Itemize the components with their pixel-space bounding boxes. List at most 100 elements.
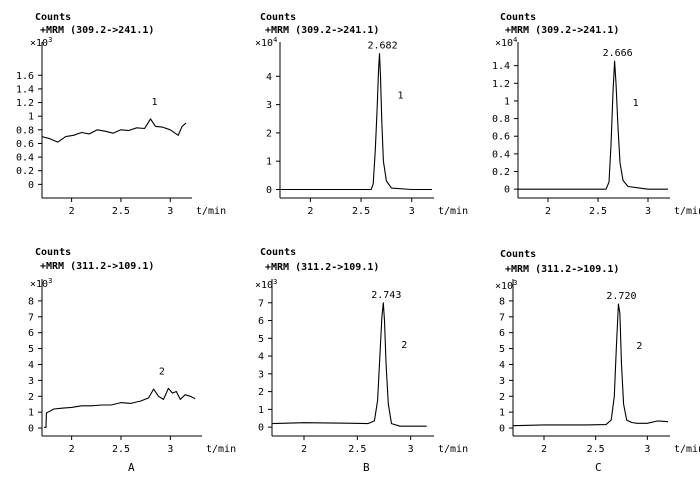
- y-tick-label: 7: [28, 312, 34, 323]
- y-tick-label: 1.2: [16, 98, 34, 109]
- peak-retention-label: 2.720: [606, 291, 636, 302]
- x-axis-unit-label: t/min: [438, 444, 468, 455]
- chart-panel-a1: Counts +MRM (309.2->241.1)×103 0 0.2 0.4 0.6 0…: [16, 12, 226, 217]
- series-number-label: 1: [633, 98, 639, 109]
- y-tick-label: 5: [28, 344, 34, 355]
- series-number-label: 2: [401, 340, 407, 351]
- y-multiplier: ×103: [495, 279, 517, 292]
- y-tick-label: 0.4: [16, 153, 34, 164]
- y-tick-label: 1: [504, 96, 510, 107]
- y-tick-label: 1: [28, 112, 34, 123]
- chromatogram-trace: [41, 118, 187, 143]
- peak-retention-label: 2.666: [603, 48, 633, 59]
- chromatogram-trace: [271, 302, 427, 427]
- x-tick-label: 2: [69, 206, 75, 217]
- counts-label: Counts: [260, 12, 296, 23]
- x-axis-unit-label: t/min: [206, 444, 236, 455]
- counts-label: Counts: [500, 12, 536, 23]
- y-tick-label: 0.6: [492, 132, 510, 143]
- y-tick-label: 4: [28, 360, 34, 371]
- x-tick-label: 3: [167, 206, 173, 217]
- peak-retention-label: 2.682: [368, 41, 398, 52]
- x-tick-label: 3: [645, 206, 651, 217]
- y-tick-label: 7: [258, 298, 264, 309]
- y-tick-label: 0.8: [492, 114, 510, 125]
- mrm-label: +MRM (311.2->109.1): [505, 264, 619, 275]
- chromatogram-trace: [518, 60, 668, 190]
- counts-label: Counts: [35, 247, 71, 258]
- counts-label: Counts: [260, 247, 296, 258]
- y-tick-label: 0: [28, 424, 34, 435]
- y-tick-label: 0: [258, 423, 264, 434]
- x-tick-label: 2.5: [589, 206, 607, 217]
- chart-panel-b2: Counts +MRM (311.2->109.1) ×103 0 1 2 3 4 5 6 7 2 2.…: [255, 247, 468, 455]
- peak-retention-label: 2.743: [371, 290, 401, 301]
- y-tick-label: 3: [499, 376, 505, 387]
- y-tick-label: 0.2: [16, 166, 34, 177]
- subfigure-label-b: B: [363, 461, 370, 474]
- y-tick-label: 1.4: [16, 84, 34, 95]
- x-tick-label: 2: [69, 444, 75, 455]
- y-multiplier: ×103: [30, 36, 52, 49]
- chromatogram-trace: [512, 303, 669, 427]
- x-tick-label: 2: [541, 444, 547, 455]
- y-tick-label: 1: [499, 408, 505, 419]
- y-tick-label: 0: [504, 185, 510, 196]
- y-tick-label: 4: [266, 72, 272, 83]
- counts-label: Counts: [35, 12, 71, 23]
- chart-panel-a2: Counts +MRM (311.2->109.1) ×103 0 1 2 3 4 5 6 7 8 2 2…: [28, 247, 236, 455]
- y-multiplier: ×103: [30, 277, 52, 290]
- subfigure-label-a: A: [128, 461, 135, 474]
- y-tick-label: 1.2: [492, 79, 510, 90]
- chromatogram-trace: [280, 53, 432, 191]
- y-tick-label: 5: [499, 344, 505, 355]
- y-tick-label: 6: [499, 328, 505, 339]
- y-multiplier: ×103: [255, 278, 277, 291]
- y-multiplier: ×104: [495, 36, 517, 49]
- y-tick-label: 0: [266, 185, 272, 196]
- x-tick-label: 3: [167, 444, 173, 455]
- x-tick-label: 3: [408, 444, 414, 455]
- y-tick-label: 1.6: [16, 71, 34, 82]
- y-exponent: 4: [513, 36, 517, 44]
- y-tick-label: 2: [258, 387, 264, 398]
- series-number-label: 2: [636, 341, 642, 352]
- y-tick-label: 4: [499, 360, 505, 371]
- x-tick-label: 2.5: [112, 444, 130, 455]
- y-tick-label: 6: [258, 316, 264, 327]
- mrm-label: +MRM (311.2->109.1): [265, 262, 379, 273]
- chart-panel-c1: Counts +MRM (309.2->241.1)×104 0 0.2 0.4 0.6 0…: [492, 12, 700, 217]
- y-tick-label: 3: [28, 376, 34, 387]
- x-tick-label: 3: [644, 444, 650, 455]
- y-exponent: 4: [273, 36, 277, 44]
- y-tick-label: 3: [266, 100, 272, 111]
- y-tick-label: 0: [499, 424, 505, 435]
- x-tick-label: 2: [301, 444, 307, 455]
- series-number-label: 1: [398, 91, 404, 102]
- y-exponent: 3: [48, 36, 52, 44]
- x-tick-label: 2.5: [587, 444, 605, 455]
- series-number-label: 2: [159, 366, 165, 377]
- x-axis-unit-label: t/min: [674, 206, 700, 217]
- x-axis-unit-label: t/min: [438, 206, 468, 217]
- y-tick-label: 1: [258, 405, 264, 416]
- y-tick-label: 1.4: [492, 61, 510, 72]
- chromatogram-trace: [44, 387, 196, 428]
- y-exponent: 3: [48, 277, 52, 285]
- y-tick-label: 0: [28, 180, 34, 191]
- y-tick-label: 0.8: [16, 125, 34, 136]
- y-tick-label: 7: [499, 312, 505, 323]
- x-axis-unit-label: t/min: [674, 444, 700, 455]
- mrm-label: +MRM (309.2->241.1): [505, 25, 619, 36]
- y-tick-label: 1: [266, 157, 272, 168]
- y-tick-label: 0.6: [16, 139, 34, 150]
- x-tick-label: 2: [307, 206, 313, 217]
- x-tick-label: 2.5: [352, 206, 370, 217]
- x-axis-unit-label: t/min: [196, 206, 226, 217]
- mrm-label: +MRM (309.2->241.1): [265, 25, 379, 36]
- chart-panel-c2: Counts +MRM (311.2->109.1) ×103 0 1 2 3 4 5 6 7 8 2 2…: [495, 249, 700, 455]
- y-tick-label: 8: [499, 296, 505, 307]
- y-tick-label: 1: [28, 408, 34, 419]
- chart-panel-b1: Counts +MRM (309.2->241.1)×104 0 1 2 3 4 2 2.5 3 t…: [255, 12, 468, 217]
